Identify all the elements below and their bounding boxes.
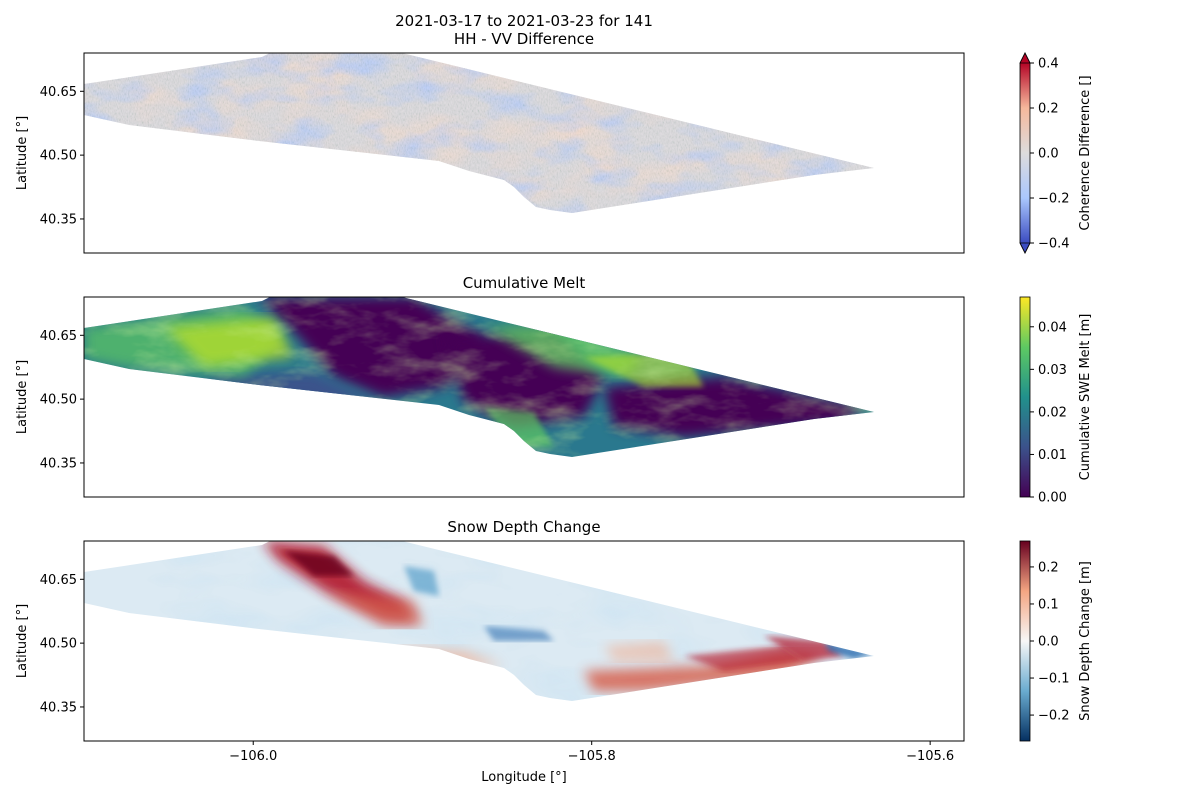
panel-title: HH - VV Difference — [454, 30, 594, 48]
colorbar-extend-min — [1019, 242, 1031, 254]
colorbar-label: Coherence Difference [] — [1078, 75, 1093, 230]
y-tick-label: 40.65 — [40, 573, 77, 588]
y-axis-label: Latitude [°] — [15, 604, 30, 678]
y-axis-label: Latitude [°] — [15, 116, 30, 190]
colorbar-extend-max — [1019, 52, 1031, 64]
y-axis: 40.65 40.50 40.35 — [40, 85, 84, 227]
colorbar-tick-label: 0.0 — [1038, 147, 1059, 162]
x-axis-label: Longitude [°] — [481, 770, 566, 785]
colorbar-tick-label: 0.02 — [1038, 405, 1067, 420]
y-tick-label: 40.35 — [40, 212, 77, 227]
colorbar: 0.04 0.03 0.02 0.01 0.00 Cumulative SWE Melt … — [1019, 296, 1093, 506]
heatmap-image — [84, 53, 874, 213]
heatmap-image — [84, 541, 874, 701]
x-tick-label: −105.6 — [906, 749, 954, 764]
colorbar-gradient — [1020, 541, 1030, 741]
colorbar-tick-label: 0.2 — [1038, 102, 1059, 117]
colorbar: 0.2 0.1 0.0 −0.1 −0.2 Snow Depth Change [m] — [1019, 540, 1093, 742]
y-tick-label: 40.35 — [40, 456, 77, 471]
panel-title: Snow Depth Change — [447, 518, 600, 536]
plot-frame — [83, 296, 965, 498]
y-axis-label: Latitude [°] — [15, 360, 30, 434]
colorbar-tick-label: −0.4 — [1038, 237, 1070, 252]
y-tick-label: 40.35 — [40, 700, 77, 715]
y-tick-label: 40.50 — [40, 637, 77, 652]
panel-hh-vv-difference: HH - VV Difference 40.65 40.50 40.35 Latit… — [15, 30, 1093, 254]
y-tick-label: 40.65 — [40, 85, 77, 100]
x-axis: −106.0 −105.8 −105.6 — [229, 741, 954, 764]
colorbar-gradient — [1020, 297, 1030, 497]
y-tick-label: 40.50 — [40, 393, 77, 408]
colorbar-frame — [1019, 296, 1031, 498]
colorbar-tick-label: 0.03 — [1038, 363, 1067, 378]
colorbar-label: Snow Depth Change [m] — [1078, 561, 1093, 721]
x-tick-label: −105.8 — [568, 749, 616, 764]
colorbar-tick-label: 0.01 — [1038, 448, 1067, 463]
y-axis: 40.65 40.50 40.35 — [40, 329, 84, 471]
colorbar: 0.4 0.2 0.0 −0.2 −0.4 Coherence Difference [] — [1019, 52, 1093, 254]
y-tick-label: 40.50 — [40, 149, 77, 164]
colorbar-tick-label: 0.4 — [1038, 57, 1059, 72]
plot-frame — [83, 540, 965, 742]
colorbar-tick-label: −0.1 — [1038, 672, 1070, 687]
figure-title: 2021-03-17 to 2021-03-23 for 141 — [395, 12, 653, 30]
plot-frame — [83, 52, 965, 254]
y-axis: 40.65 40.50 40.35 — [40, 573, 84, 715]
colorbar-tick-label: 0.00 — [1038, 491, 1067, 506]
y-tick-label: 40.65 — [40, 329, 77, 344]
colorbar-tick-label: −0.2 — [1038, 192, 1070, 207]
colorbar-tick-label: −0.2 — [1038, 709, 1070, 724]
colorbar-gradient — [1020, 63, 1030, 243]
panel-title: Cumulative Melt — [463, 274, 586, 292]
colorbar-tick-label: 0.04 — [1038, 320, 1067, 335]
colorbar-tick-label: 0.0 — [1038, 635, 1059, 650]
heatmap-image — [84, 297, 874, 457]
colorbar-tick-label: 0.1 — [1038, 597, 1059, 612]
panel-cumulative-melt: Cumulative Melt 40.65 40.50 40.35 Latitude… — [15, 274, 1093, 506]
colorbar-tick-label: 0.2 — [1038, 560, 1059, 575]
colorbar-label: Cumulative SWE Melt [m] — [1078, 314, 1093, 481]
x-tick-label: −106.0 — [229, 749, 277, 764]
